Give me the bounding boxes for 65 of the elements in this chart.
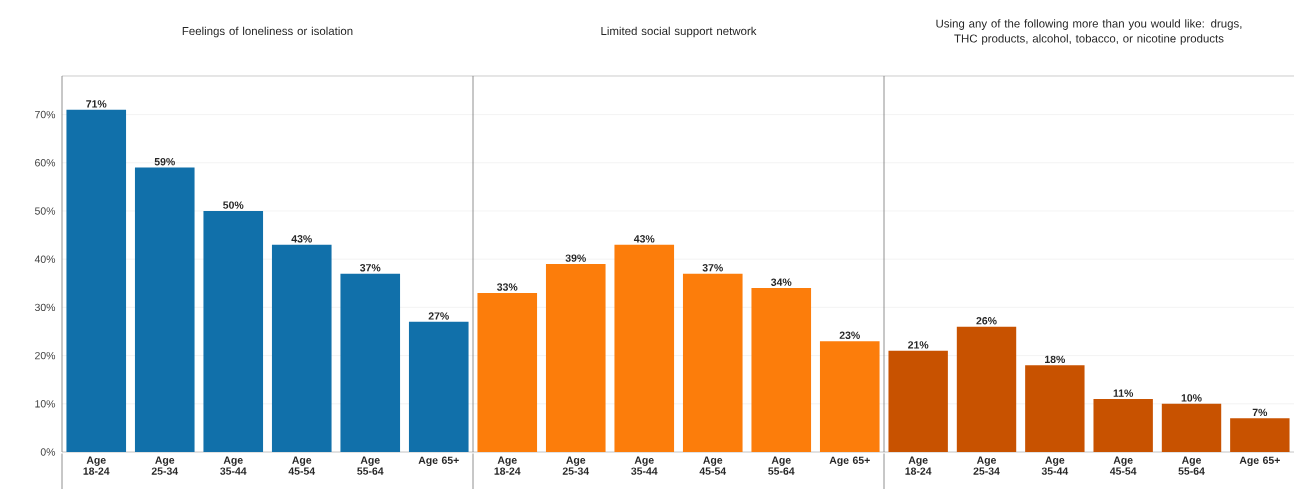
x-tick-label: Age 55-64 [768,456,795,475]
bar [545,264,606,452]
data-label: 37% [360,264,381,272]
x-tick-label: Age 35-44 [631,456,658,475]
bar [477,292,538,452]
x-tick-label: Age 18-24 [905,456,932,475]
y-tick-label: 0% [40,448,56,456]
bar [66,109,127,452]
bar [134,167,195,452]
data-label: 7% [1252,408,1268,417]
data-label: 34% [771,278,792,286]
y-tick-label: 30% [34,303,56,312]
bar [1230,418,1290,452]
data-label: 43% [291,235,312,243]
bar [819,341,880,452]
bar [1093,398,1153,452]
data-label: 33% [497,283,518,291]
x-tick-label: Age 25-34 [973,456,1000,475]
y-tick-label: 20% [35,351,56,360]
data-label: 23% [839,331,860,339]
chart-title: Limited social support network [601,26,757,38]
x-tick-label: Age 65+ [829,456,870,467]
x-tick-label: Age 35-44 [220,456,247,475]
x-tick-label: Age 25-34 [151,456,179,475]
bar [751,288,812,452]
bar [1025,365,1085,452]
bar [1161,403,1222,452]
bar [271,244,332,452]
data-label: 50% [223,201,244,209]
data-label: 27% [428,312,449,320]
y-tick-label: 10% [35,400,56,408]
data-label: 39% [565,254,586,262]
data-label: 37% [702,264,723,272]
x-tick-label: Age 35-44 [1041,456,1069,475]
x-tick-label: Age 55-64 [1178,456,1205,475]
x-tick-label: Age 18-24 [494,456,521,475]
bar [203,210,264,452]
bar [408,321,469,452]
bar [340,273,401,452]
x-tick-label: Age 18-24 [83,456,110,475]
x-tick-label: Age 55-64 [357,456,384,475]
data-label: 21% [908,341,929,349]
bar [888,350,948,452]
y-tick-label: 50% [34,207,56,215]
chart-title: Feelings of loneliness or isolation [182,26,353,38]
data-label: 18% [1045,355,1066,364]
data-label: 11% [1113,389,1134,397]
x-tick-label: Age 45-54 [288,456,316,475]
data-label: 10% [1181,394,1202,402]
bar [682,273,743,452]
x-tick-label: Age 65+ [418,456,459,467]
data-label: 26% [976,317,997,325]
data-label: 43% [633,235,655,243]
bar [614,244,675,452]
y-tick-label: 40% [34,255,56,263]
bar [956,326,1017,452]
x-tick-label: Age 45-54 [1109,456,1137,475]
y-tick-label: 60% [35,159,56,167]
x-tick-label: Age 65+ [1239,456,1280,467]
y-tick-label: 70% [35,110,56,119]
x-tick-label: Age 45-54 [699,456,727,475]
chart-title: Using any of the following more than you would like: drugs, THC products, alcohol, tobacco, or nicotine products [936,19,1242,45]
x-tick-label: Age 25-34 [562,456,590,475]
data-label: 59% [154,158,175,166]
data-label: 71% [86,100,107,108]
